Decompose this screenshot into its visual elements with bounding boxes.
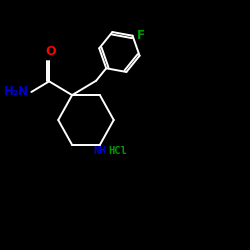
Text: F: F [137,29,145,42]
Text: H₂N: H₂N [4,86,29,98]
Text: NH: NH [94,146,106,156]
Text: O: O [45,44,56,58]
Text: HCl: HCl [108,146,127,156]
